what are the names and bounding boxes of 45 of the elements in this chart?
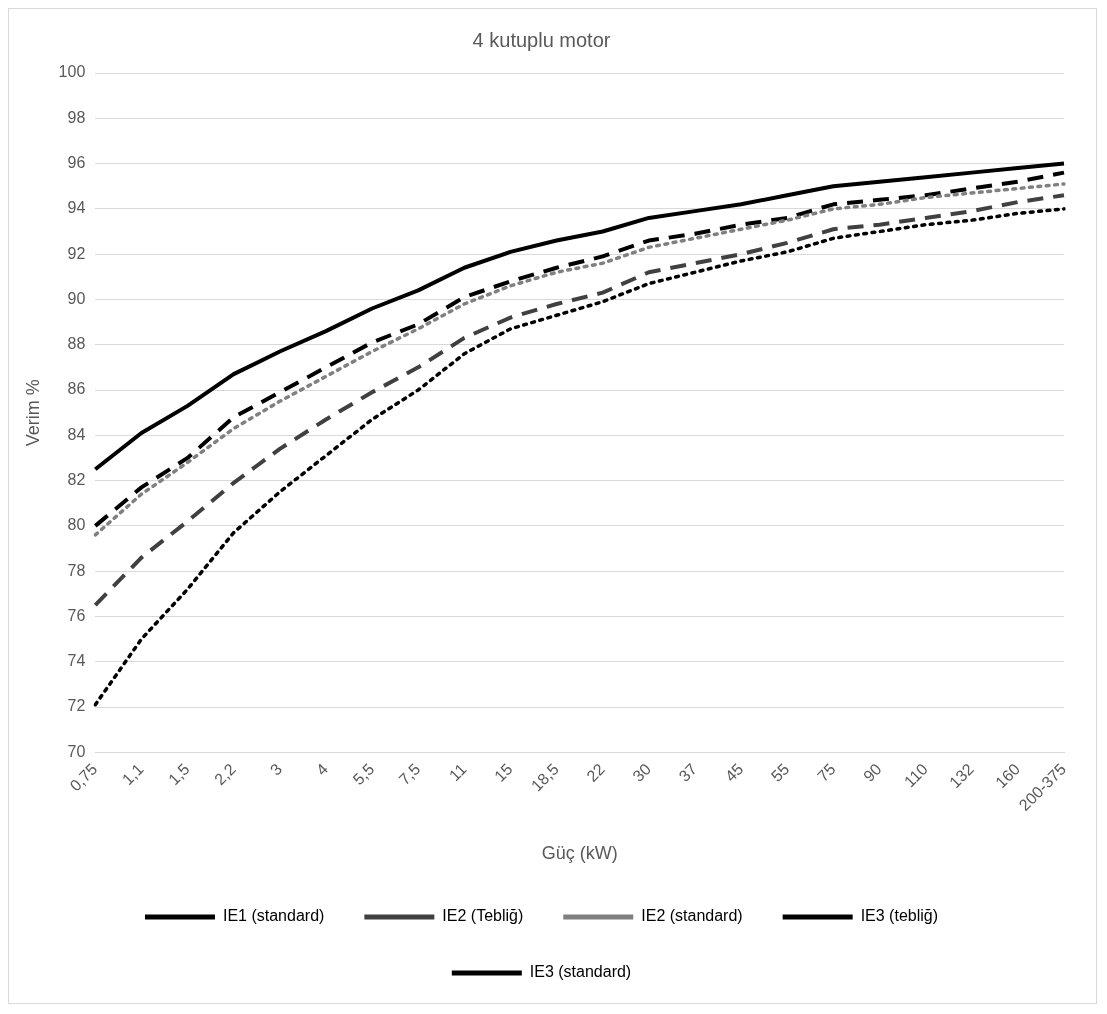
x-tick-label: 1,1 <box>118 760 147 789</box>
x-tick-label: 55 <box>767 760 793 785</box>
y-tick-label: 76 <box>67 606 86 624</box>
y-axis-title: Verim % <box>22 379 43 447</box>
x-tick-label: 90 <box>860 760 885 785</box>
y-tick-label: 74 <box>67 652 86 670</box>
x-tick-label: 5,5 <box>349 760 378 789</box>
x-axis-title: Güç (kW) <box>541 843 618 864</box>
y-tick-label: 90 <box>67 289 86 307</box>
y-tick-label: 88 <box>67 335 86 353</box>
x-tick-label: 22 <box>583 760 609 785</box>
y-tick-label: 72 <box>67 697 86 715</box>
y-tick-label: 70 <box>67 742 86 760</box>
y-tick-label: 86 <box>67 380 86 398</box>
legend-label: IE3 (standard) <box>529 963 632 981</box>
y-tick-label: 92 <box>67 244 86 262</box>
y-tick-label: 94 <box>67 199 86 217</box>
legend-label: IE1 (standard) <box>222 907 325 925</box>
chart-title: 4 kutuplu motor <box>472 28 611 51</box>
x-tick-label: 11 <box>445 760 470 785</box>
legend-label: IE2 (Tebliğ) <box>442 907 524 925</box>
line-series <box>93 193 1066 608</box>
y-tick-label: 96 <box>67 153 86 171</box>
y-tick-label: 80 <box>67 516 86 534</box>
x-tick-label: 75 <box>813 760 839 785</box>
line-series <box>93 207 1066 707</box>
x-tick-label: 30 <box>629 760 655 785</box>
x-tick-label: 15 <box>491 760 516 785</box>
x-tick-label: 1,5 <box>165 760 193 789</box>
x-tick-label: 37 <box>675 760 701 785</box>
y-tick-label: 98 <box>67 108 86 126</box>
x-tick-label: 132 <box>946 760 978 792</box>
x-tick-label: 7,5 <box>395 760 424 789</box>
legend-label: IE2 (standard) <box>641 907 743 925</box>
x-tick-label: 3 <box>266 760 286 779</box>
y-tick-label: 84 <box>67 425 86 443</box>
x-tick-label: 4 <box>312 760 332 779</box>
x-tick-label: 2,2 <box>211 760 239 789</box>
y-tick-label: 100 <box>58 63 86 81</box>
y-tick-label: 82 <box>67 470 86 488</box>
y-tick-label: 78 <box>67 561 86 579</box>
legend-label: IE3 (tebliğ) <box>860 907 939 925</box>
x-tick-label: 110 <box>900 760 931 791</box>
x-tick-label: 160 <box>992 760 1024 792</box>
x-tick-label: 45 <box>721 760 747 785</box>
